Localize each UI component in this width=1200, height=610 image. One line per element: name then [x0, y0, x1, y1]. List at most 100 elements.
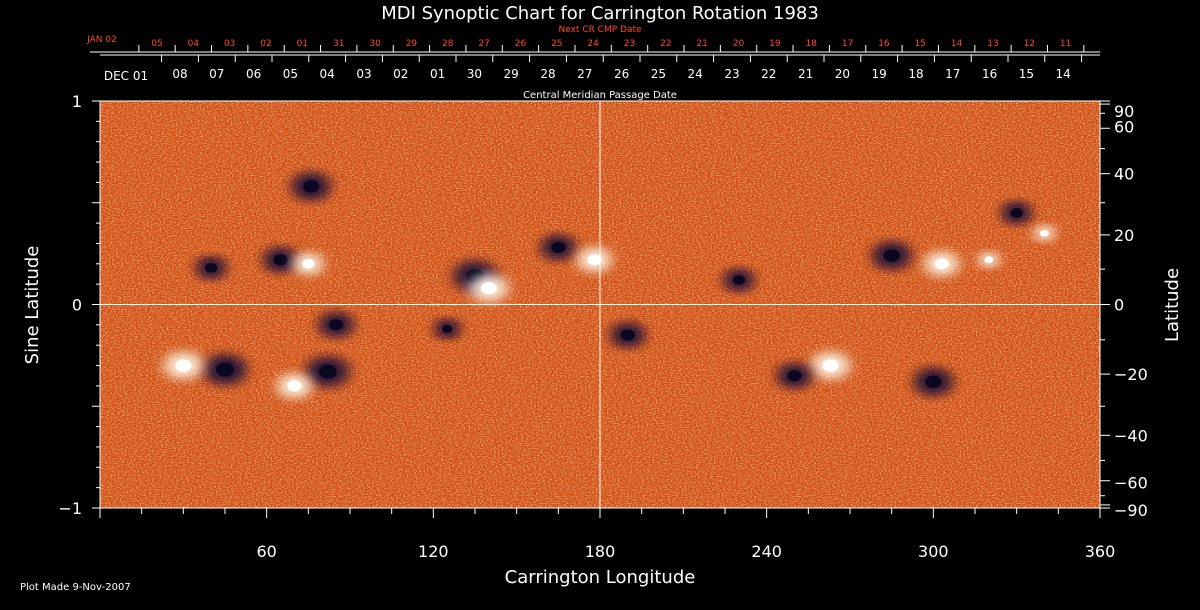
negative-polarity-region	[289, 173, 333, 200]
next-cr-tick-label: 31	[333, 39, 344, 49]
negative-polarity-region	[912, 368, 955, 396]
cmp-tick-label: 20	[835, 67, 850, 81]
next-cr-date-axis: JAN 02 05 04 03 02 01 31 30 29 28 27 26 25 24 23 22 21 20…	[86, 35, 1100, 53]
cmp-tick-label: 03	[356, 67, 371, 81]
cmp-tick-label: 15	[1019, 67, 1034, 81]
negative-polarity-region	[1000, 202, 1033, 224]
y-right-tick-label: 90	[1114, 102, 1134, 121]
cmp-tick-label: 24	[688, 67, 703, 81]
next-cr-tick-label: 27	[478, 39, 489, 49]
y-left-tick-label: −1	[58, 499, 82, 518]
y-right-tick-label: −90	[1114, 501, 1148, 520]
cmp-tick-label: 25	[651, 67, 666, 81]
next-cr-tick-label: 11	[1060, 39, 1071, 49]
next-cr-tick-label: 05	[151, 39, 162, 49]
positive-polarity-region	[1033, 225, 1056, 241]
y-right-tick-label: 0	[1114, 296, 1124, 315]
x-tick-label: 60	[256, 542, 276, 561]
y-axis-left-label: Sine Latitude	[22, 246, 43, 365]
positive-polarity-region	[575, 248, 614, 272]
next-cr-tick-label: 29	[406, 39, 418, 49]
next-cr-tick-label: 01	[297, 39, 308, 49]
x-tick-label: 240	[751, 542, 782, 561]
cmp-tick-label: 07	[209, 67, 224, 81]
positive-polarity-region	[809, 352, 853, 379]
next-cr-tick-label: 02	[260, 39, 271, 49]
x-tick-label: 360	[1085, 542, 1116, 561]
next-cr-tick-label: 14	[951, 39, 963, 49]
y-right-tick-label: 20	[1114, 226, 1134, 245]
next-cr-tick-label: 26	[515, 39, 527, 49]
cmp-tick-label: 27	[577, 67, 592, 81]
next-cr-tick-label: 21	[696, 39, 707, 49]
positive-polarity-region	[977, 252, 1001, 268]
next-cr-tick-label: 12	[1024, 39, 1035, 49]
negative-polarity-region	[539, 235, 578, 260]
cmp-tick-label: 08	[172, 67, 187, 81]
next-cr-tick-label: 24	[587, 39, 599, 49]
next-cr-axis-label: Next CR CMP Date	[558, 25, 642, 35]
chart-title: MDI Synoptic Chart for Carrington Rotati…	[381, 3, 819, 24]
next-cr-tick-label: 13	[987, 39, 998, 49]
y-right-tick-label: −20	[1114, 365, 1148, 384]
cmp-tick-label: 19	[872, 67, 887, 81]
next-cr-tick-label: 16	[878, 39, 890, 49]
next-cr-tick-label: 30	[369, 39, 381, 49]
x-tick-label: 300	[918, 542, 949, 561]
next-cr-tick-label: 20	[733, 39, 745, 49]
next-cr-first-label: JAN 02	[86, 35, 117, 45]
x-axis-label: Carrington Longitude	[505, 567, 696, 588]
cmp-tick-label: 18	[908, 67, 923, 81]
positive-polarity-region	[922, 252, 961, 276]
y-right-tick-label: 60	[1114, 117, 1134, 136]
next-cr-tick-label: 28	[442, 39, 454, 49]
x-tick-label: 120	[418, 542, 449, 561]
next-cr-tick-label: 23	[624, 39, 635, 49]
y-axis-right-label: Latitude	[1162, 268, 1183, 342]
cmp-axis-label: Central Meridian Passage Date	[523, 90, 677, 101]
positive-polarity-region	[275, 373, 314, 398]
positive-polarity-region	[467, 274, 510, 302]
y-axis-left: 1 0 −1	[58, 92, 100, 518]
negative-polarity-region	[775, 364, 814, 388]
cmp-tick-label: 28	[540, 67, 555, 81]
next-cr-tick-label: 25	[551, 39, 562, 49]
negative-polarity-region	[194, 257, 228, 279]
x-tick-label: 180	[585, 542, 616, 561]
cmp-tick-label: 21	[798, 67, 813, 81]
active-regions	[161, 173, 1056, 398]
cmp-tick-label: 16	[982, 67, 997, 81]
next-cr-tick-label: 04	[188, 39, 200, 49]
next-cr-tick-label: 03	[224, 39, 235, 49]
y-right-tick-label: −40	[1114, 426, 1148, 445]
next-cr-tick-label: 19	[769, 39, 781, 49]
next-cr-tick-label: 18	[806, 39, 818, 49]
negative-polarity-region	[870, 242, 914, 269]
negative-polarity-region	[608, 323, 647, 347]
next-cr-tick-label: 22	[660, 39, 671, 49]
cmp-tick-label: 23	[724, 67, 739, 81]
plot-made-note: Plot Made 9-Nov-2007	[20, 582, 131, 593]
cmp-tick-label: 17	[945, 67, 960, 81]
cmp-first-label: DEC 01	[104, 69, 148, 83]
cmp-tick-label: 06	[246, 67, 261, 81]
y-left-tick-label: 0	[72, 296, 82, 315]
y-left-tick-label: 1	[72, 92, 82, 111]
negative-polarity-region	[432, 320, 462, 338]
cmp-tick-label: 14	[1056, 67, 1071, 81]
cmp-tick-label: 01	[430, 67, 445, 81]
next-cr-tick-label: 15	[915, 39, 926, 49]
cmp-tick-label: 26	[614, 67, 629, 81]
cmp-tick-label: 02	[393, 67, 408, 81]
cmp-date-axis: DEC 01 08 07 06 05 04 03 02 01 30 29 28 27 26 25 24 23 22…	[100, 54, 1100, 83]
negative-polarity-region	[316, 313, 356, 337]
next-cr-tick-label: 17	[842, 39, 853, 49]
negative-polarity-region	[201, 354, 249, 385]
positive-polarity-region	[161, 352, 205, 379]
cmp-tick-label: 30	[467, 67, 482, 81]
y-right-tick-label: 40	[1114, 165, 1134, 184]
negative-polarity-region	[303, 357, 352, 387]
cmp-tick-label: 29	[504, 67, 519, 81]
